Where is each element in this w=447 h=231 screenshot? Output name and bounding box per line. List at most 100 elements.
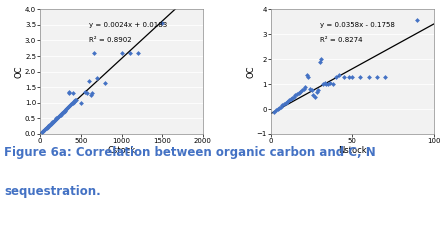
Point	[66, 104, 73, 108]
Point	[71, 99, 78, 103]
Point	[53, 117, 60, 120]
Point	[357, 75, 364, 79]
Point	[276, 106, 283, 110]
Point	[65, 90, 72, 94]
Point	[42, 128, 49, 131]
Point	[279, 103, 286, 107]
Text: R² = 0.8902: R² = 0.8902	[89, 37, 131, 43]
Point	[72, 98, 79, 102]
Point	[64, 106, 72, 109]
Text: y = 0.0024x + 0.0183: y = 0.0024x + 0.0183	[89, 22, 167, 28]
Point	[300, 87, 307, 91]
Point	[69, 92, 76, 95]
Point	[62, 108, 69, 112]
Point	[101, 81, 109, 84]
Point	[308, 88, 315, 92]
Point	[321, 81, 328, 85]
Point	[56, 113, 63, 117]
Point	[305, 75, 312, 79]
Point	[70, 100, 77, 104]
Point	[55, 114, 63, 118]
Point	[326, 81, 333, 85]
Point	[302, 85, 309, 88]
Point	[277, 105, 284, 108]
Point	[58, 112, 65, 116]
Point	[272, 108, 279, 112]
Point	[323, 82, 330, 86]
Point	[46, 123, 54, 127]
Point	[49, 120, 56, 124]
Point	[38, 131, 46, 134]
Point	[313, 90, 320, 93]
Point	[295, 91, 302, 95]
Point	[69, 101, 76, 105]
Point	[81, 90, 89, 94]
Point	[54, 116, 61, 120]
Point	[67, 103, 74, 107]
Point	[39, 130, 46, 133]
Point	[298, 88, 305, 92]
Point	[85, 79, 93, 83]
Point	[77, 101, 84, 105]
Point	[159, 21, 166, 25]
Point	[365, 75, 372, 79]
Point	[303, 73, 310, 77]
Point	[72, 98, 80, 102]
Point	[48, 121, 55, 125]
Text: R² = 0.8274: R² = 0.8274	[320, 37, 363, 43]
Point	[373, 75, 380, 79]
Point	[68, 102, 76, 105]
Point	[333, 75, 340, 79]
Point	[134, 51, 141, 55]
Point	[65, 92, 72, 95]
Point	[43, 126, 51, 130]
Point	[126, 51, 133, 55]
Point	[61, 109, 68, 112]
Point	[50, 120, 57, 123]
Point	[87, 93, 94, 97]
Point	[414, 19, 421, 22]
Point	[282, 101, 289, 105]
Point	[297, 90, 304, 93]
Text: y = 0.0358x - 0.1758: y = 0.0358x - 0.1758	[320, 22, 395, 28]
Point	[325, 82, 332, 86]
Point	[67, 103, 75, 106]
Point	[318, 57, 325, 61]
Point	[336, 73, 343, 77]
Point	[47, 122, 55, 126]
Point	[46, 123, 53, 127]
Point	[84, 92, 91, 95]
Text: sequestration.: sequestration.	[4, 185, 101, 198]
Y-axis label: OC: OC	[14, 65, 23, 78]
Point	[284, 100, 291, 103]
Point	[51, 118, 59, 122]
Point	[280, 102, 287, 106]
Point	[93, 76, 101, 80]
X-axis label: Nstock: Nstock	[338, 146, 367, 155]
Point	[329, 82, 337, 86]
Point	[274, 107, 281, 111]
Point	[292, 94, 299, 97]
Point	[349, 75, 356, 79]
Point	[55, 115, 62, 119]
Point	[89, 92, 96, 95]
Point	[312, 95, 319, 98]
Point	[289, 96, 296, 100]
Point	[45, 124, 52, 128]
Point	[346, 75, 353, 79]
Point	[59, 110, 67, 114]
Point	[316, 60, 323, 64]
Point	[63, 106, 71, 110]
Point	[294, 92, 301, 96]
Point	[315, 88, 322, 92]
Point	[310, 94, 317, 97]
Point	[341, 75, 348, 79]
Point	[59, 111, 66, 115]
Point	[42, 127, 50, 130]
Point	[287, 97, 294, 101]
Y-axis label: OC: OC	[246, 65, 255, 78]
Point	[271, 110, 278, 113]
Point	[44, 125, 51, 129]
X-axis label: Cstock: Cstock	[107, 146, 135, 155]
Point	[320, 82, 327, 86]
